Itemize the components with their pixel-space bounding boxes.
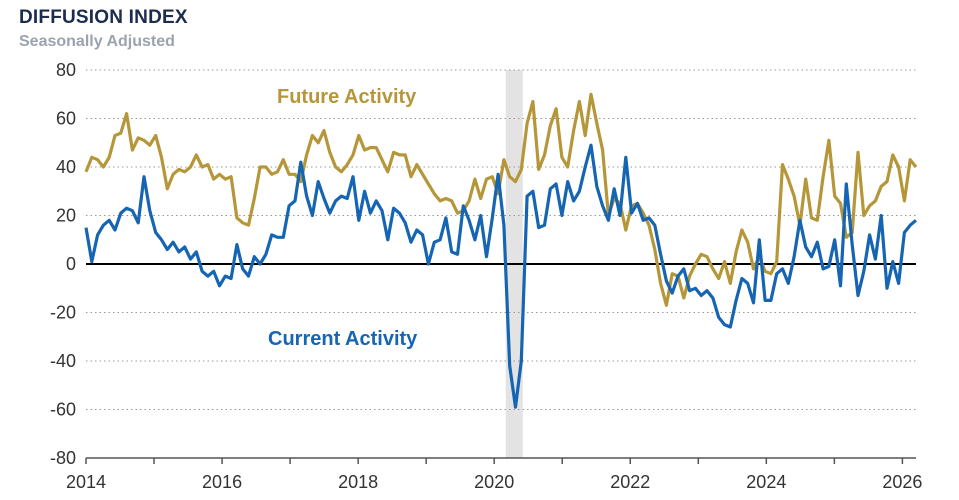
current-activity-line <box>84 143 918 409</box>
x-tick-label: 2022 <box>610 472 650 492</box>
y-tick-label: 40 <box>56 157 76 177</box>
chart-subtitle: Seasonally Adjusted <box>19 33 175 50</box>
y-tick-label: 60 <box>56 109 76 129</box>
y-tick-label: -20 <box>50 303 76 323</box>
current-activity-label: Current Activity <box>268 328 418 350</box>
chart-title: DIFFUSION INDEX <box>19 7 188 28</box>
y-tick-label: 0 <box>66 254 76 274</box>
x-tick-label: 2016 <box>202 472 242 492</box>
x-tick-label: 2018 <box>338 472 378 492</box>
gridlines <box>86 69 916 410</box>
x-axis-ticks: 2014 2016 2018 2020 2022 2024 2026 <box>66 458 922 492</box>
y-tick-label: 20 <box>56 206 76 226</box>
y-tick-label: -40 <box>50 351 76 371</box>
y-tick-label: -80 <box>50 448 76 468</box>
future-activity-label: Future Activity <box>277 86 417 108</box>
y-axis-ticks: 80 60 40 20 0 -20 -40 -60 -80 <box>50 60 76 468</box>
y-tick-label: -60 <box>50 400 76 420</box>
x-tick-label: 2020 <box>474 472 514 492</box>
x-tick-label: 2024 <box>746 472 786 492</box>
y-tick-label: 80 <box>56 60 76 80</box>
x-tick-label: 2026 <box>882 472 922 492</box>
future-activity-line <box>84 92 918 307</box>
x-tick-label: 2014 <box>66 472 106 492</box>
